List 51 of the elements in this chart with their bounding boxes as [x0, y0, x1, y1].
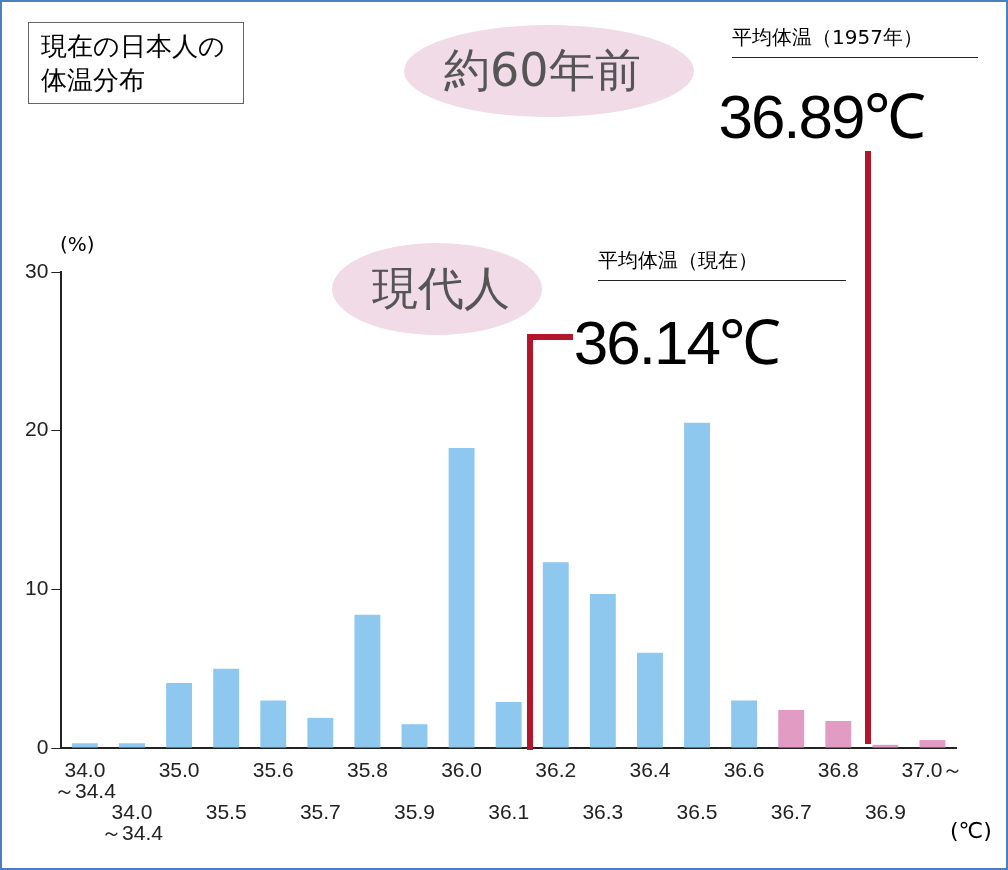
bar	[119, 743, 145, 748]
y-tick-label: 0	[36, 734, 49, 758]
bar	[919, 740, 946, 748]
x-tick-label: 36.8	[817, 758, 859, 782]
x-tick-label: 36.2	[535, 758, 577, 782]
bar	[684, 422, 710, 748]
y-tick-label: 20	[25, 417, 49, 441]
bar	[71, 743, 98, 748]
x-tick-label: 36.1	[488, 800, 530, 824]
x-tick-label: 36.3	[582, 800, 624, 824]
text: 平均体温（現在）	[598, 247, 846, 281]
text: 約60年前	[444, 42, 641, 99]
text: 36.89℃	[718, 81, 924, 153]
x-axis-title: (℃)	[950, 818, 992, 843]
x-tick-label: 35.9	[394, 800, 435, 824]
x-tick-label: 35.5	[205, 800, 247, 824]
bar	[260, 700, 287, 748]
x-tick-label: 36.0	[441, 758, 483, 782]
x-tick-label: 37.0～	[901, 758, 964, 782]
bar	[495, 701, 522, 748]
bar	[636, 652, 663, 748]
annotation: 現代人	[372, 260, 510, 317]
y-tick-label: 30	[25, 258, 49, 282]
bar	[166, 682, 193, 748]
x-tick-label: 35.8	[346, 758, 388, 782]
annotation: 36.14℃	[573, 307, 780, 379]
bar	[825, 721, 852, 748]
x-tick-label: 35.0	[158, 758, 200, 782]
x-tick-label: 36.5	[676, 800, 718, 824]
bar	[307, 717, 334, 748]
y-axis-title: (%)	[60, 232, 95, 256]
bar	[778, 709, 805, 748]
chart-title: 現在の日本人の体温分布	[28, 22, 244, 104]
x-tick-label: 36.4	[629, 758, 671, 782]
x-tick-label: 34.0 ～34.4	[101, 800, 164, 845]
x-tick-label: 36.7	[770, 800, 812, 824]
bar	[731, 700, 758, 748]
bar	[872, 744, 899, 748]
text: 平均体温（1957年）	[732, 24, 978, 58]
bar	[354, 614, 381, 748]
x-tick-label: 34.0 ～34.4	[53, 758, 117, 803]
bar	[401, 724, 428, 748]
bar	[448, 448, 475, 748]
bar	[542, 562, 569, 748]
bar	[213, 668, 240, 748]
x-tick-label: 35.7	[299, 800, 341, 824]
x-tick-label: 36.6	[723, 758, 765, 782]
x-tick-label: 36.9	[864, 800, 906, 824]
y-tick-label: 10	[25, 576, 49, 600]
x-tick-label: 35.6	[252, 758, 294, 782]
bar	[589, 594, 616, 748]
